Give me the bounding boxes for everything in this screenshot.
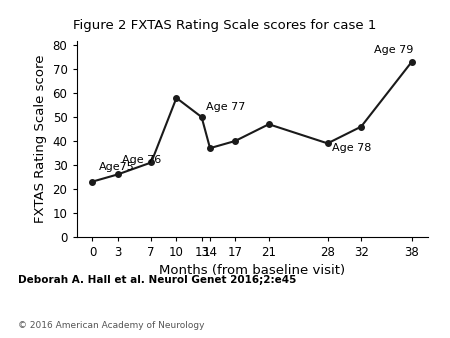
Text: Age 76: Age 76 [122, 155, 161, 165]
Text: Age 79: Age 79 [374, 45, 413, 55]
Text: Deborah A. Hall et al. Neurol Genet 2016;2:e45: Deborah A. Hall et al. Neurol Genet 2016… [18, 275, 297, 286]
Text: Age 77: Age 77 [206, 102, 245, 112]
X-axis label: Months (from baseline visit): Months (from baseline visit) [159, 264, 345, 277]
Y-axis label: FXTAS Rating Scale score: FXTAS Rating Scale score [34, 54, 47, 223]
Text: Age75: Age75 [99, 162, 135, 172]
Text: Age 78: Age 78 [332, 143, 371, 153]
Text: © 2016 American Academy of Neurology: © 2016 American Academy of Neurology [18, 320, 204, 330]
Text: Figure 2 FXTAS Rating Scale scores for case 1: Figure 2 FXTAS Rating Scale scores for c… [73, 19, 377, 31]
